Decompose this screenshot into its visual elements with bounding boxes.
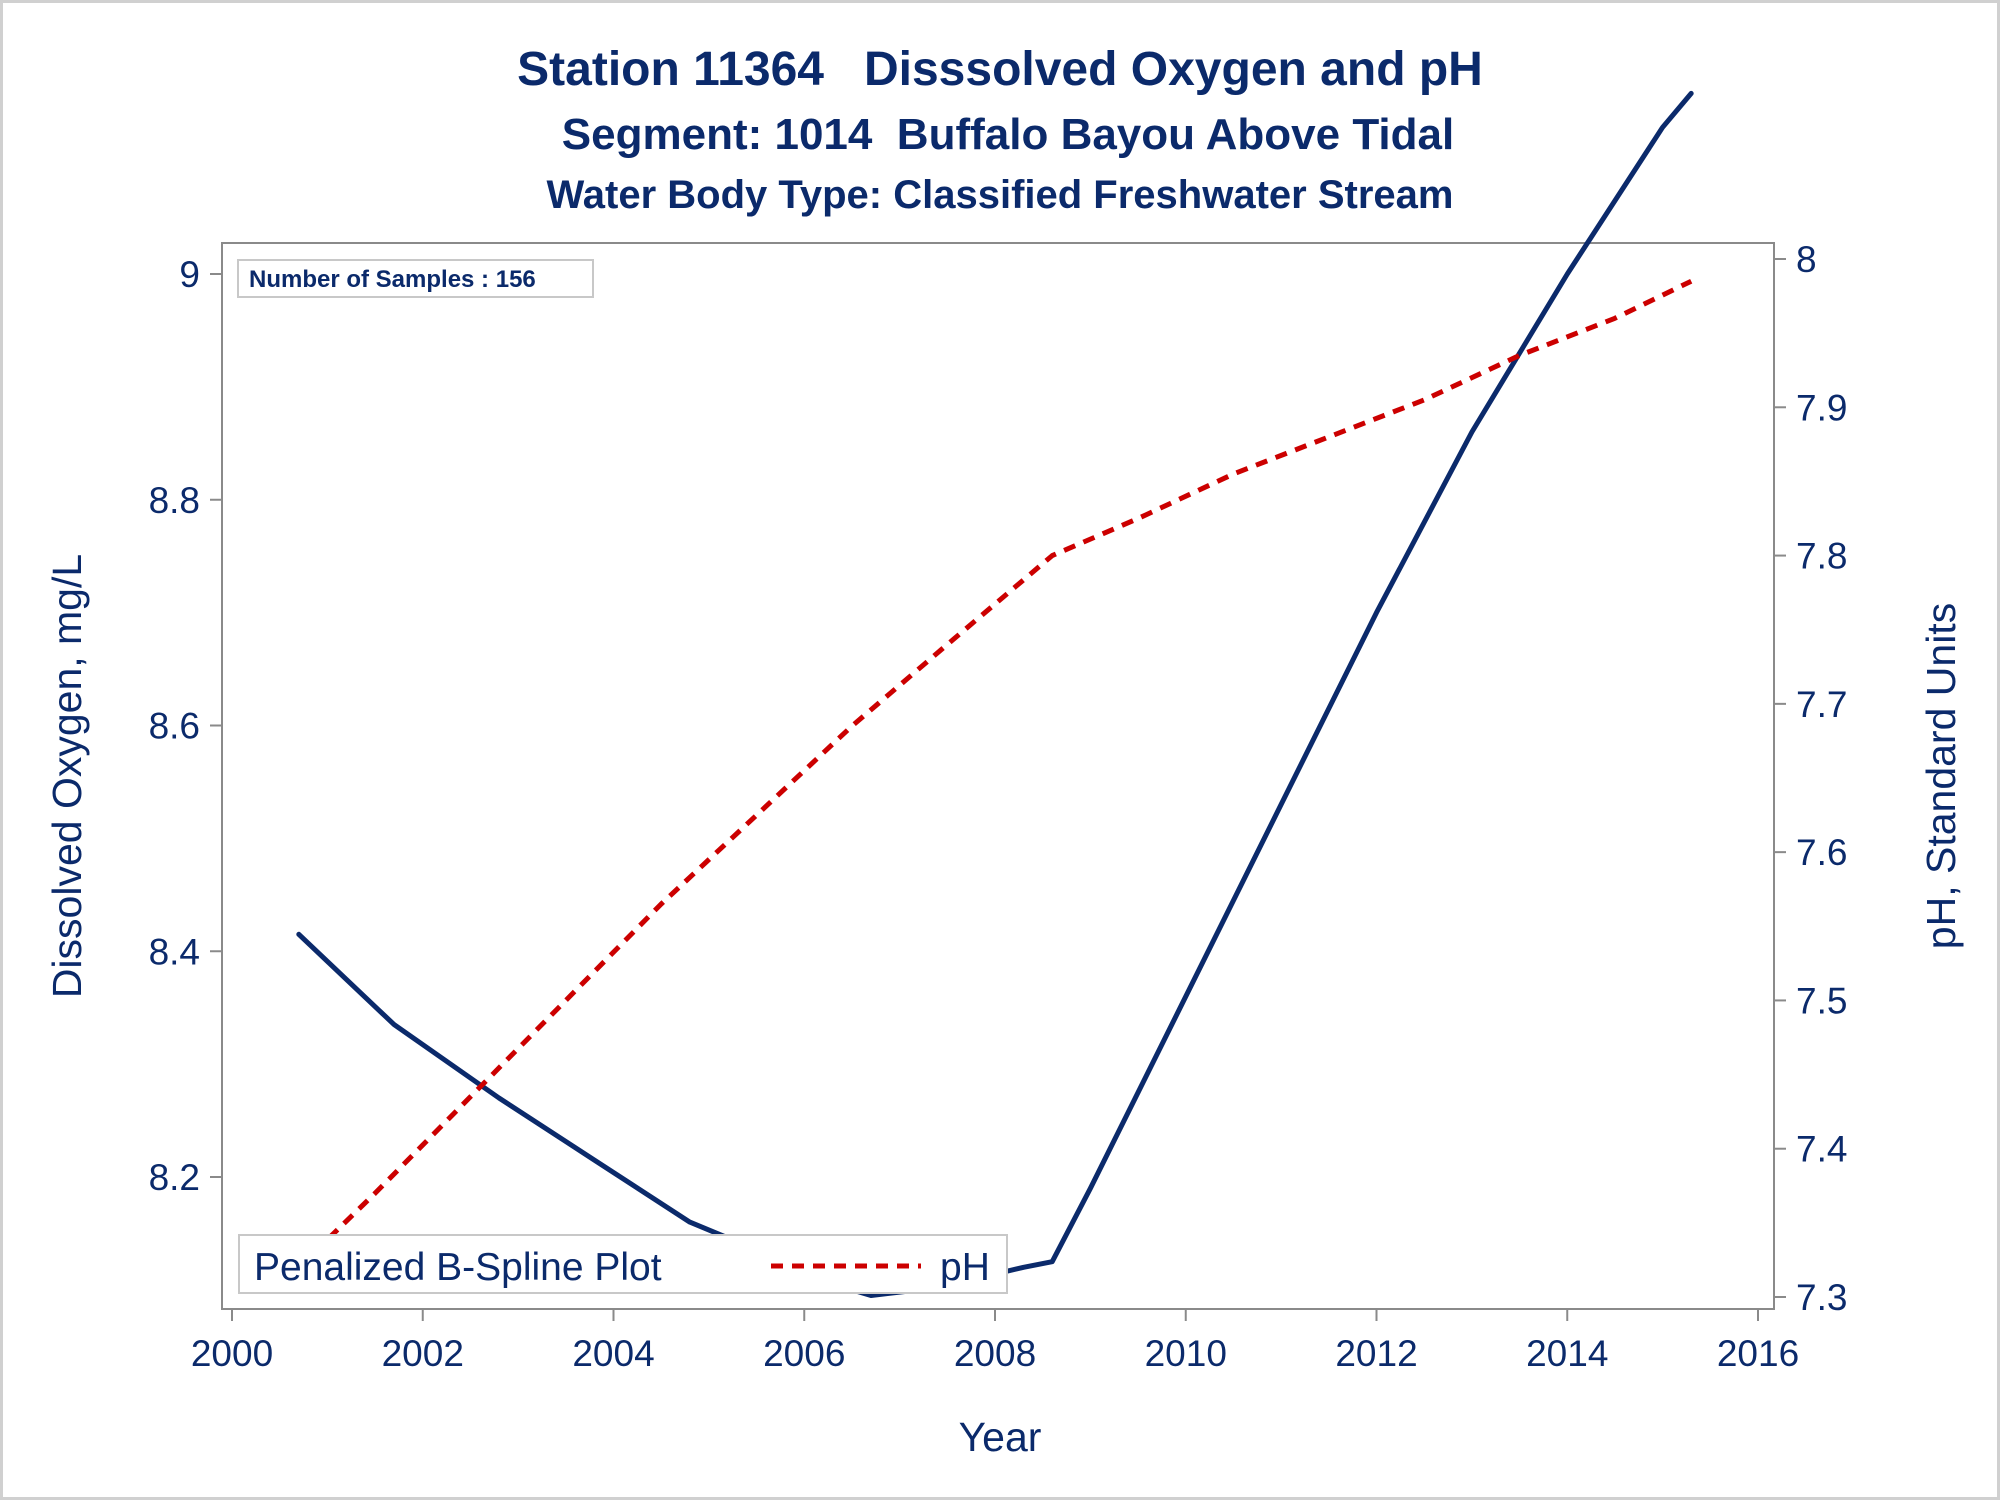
y-left-tick-label: 8.4: [149, 931, 200, 972]
y-right-tick-label: 7.8: [1796, 536, 1847, 577]
sample-count-box: [237, 259, 594, 298]
chart-subtitle-waterbody: Water Body Type: Classified Freshwater S…: [547, 173, 1454, 217]
x-tick-label: 2006: [763, 1333, 845, 1374]
y-left-tick-label: 8.6: [149, 706, 200, 747]
y-right-tick-label: 7.7: [1796, 684, 1847, 725]
y-axis-label-right: pH, Standard Units: [1918, 603, 1964, 949]
legend-title: Penalized B-Spline Plot: [254, 1246, 662, 1289]
x-tick-label: 2002: [382, 1333, 464, 1374]
x-tick-label: 2010: [1145, 1333, 1227, 1374]
x-tick-label: 2000: [191, 1333, 273, 1374]
y-left-tick-label: 8.8: [149, 480, 200, 521]
chart-svg: Station 11364 Disssolved Oxygen and pH S…: [44, 43, 1964, 1460]
y-left-tick-label: 8.2: [149, 1157, 200, 1198]
x-tick-label: 2004: [572, 1333, 654, 1374]
x-tick-label: 2012: [1335, 1333, 1417, 1374]
y-right-tick-label: 7.9: [1796, 387, 1847, 428]
x-tick-label: 2008: [954, 1333, 1036, 1374]
y-right-tick-label: 7.3: [1796, 1277, 1847, 1318]
axis-ticks: 2000 2002 2004 2006 2008 2010 2012 2014 2016 8.2 8…: [149, 239, 1848, 1374]
y-right-tick-label: 8: [1796, 239, 1817, 280]
y-left-tick-label: 9: [179, 254, 200, 295]
chart-subtitle-segment: Segment: 1014 Buffalo Bayou Above Tidal: [562, 110, 1454, 159]
legend-ph-label: pH: [940, 1246, 990, 1289]
y-right-tick-label: 7.5: [1796, 980, 1847, 1021]
x-tick-label: 2014: [1526, 1333, 1608, 1374]
plot-area: [221, 242, 1775, 1310]
y-axis-label-left: Dissolved Oxygen, mg/L: [44, 554, 90, 998]
sample-count-label: Number of Samples : 156: [249, 266, 536, 293]
x-axis-label: Year: [959, 1414, 1042, 1460]
y-right-tick-label: 7.6: [1796, 832, 1847, 873]
chart-title: Station 11364 Disssolved Oxygen and pH: [517, 43, 1483, 96]
x-tick-label: 2016: [1717, 1333, 1799, 1374]
y-right-tick-label: 7.4: [1796, 1129, 1847, 1170]
ph-line: [297, 278, 1693, 1270]
